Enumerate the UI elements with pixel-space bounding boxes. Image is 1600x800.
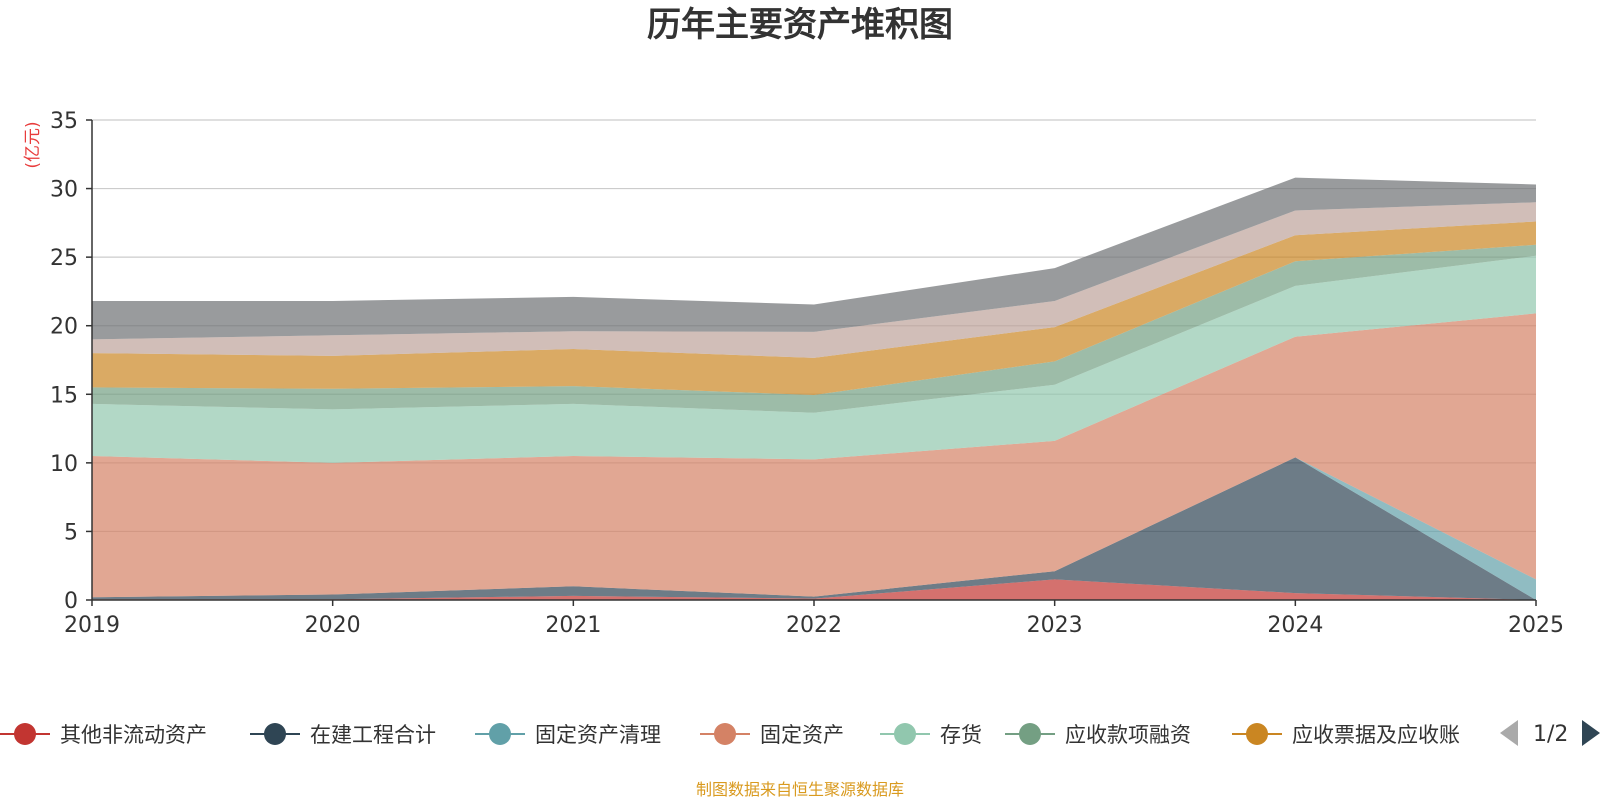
x-tick-label: 2021: [545, 613, 601, 638]
legend-pager: 1/2: [1500, 720, 1600, 747]
y-axis-unit: (亿元): [23, 121, 43, 168]
legend-marker: [1246, 723, 1268, 745]
legend-item[interactable]: 固定资产: [700, 723, 844, 747]
y-tick-label: 25: [50, 246, 78, 271]
legend-marker: [894, 723, 916, 745]
y-tick-label: 15: [50, 383, 78, 408]
y-tick-label: 30: [50, 178, 78, 203]
x-tick-label: 2020: [305, 613, 361, 638]
legend-item[interactable]: 在建工程合计: [250, 723, 436, 747]
y-tick-label: 0: [64, 589, 78, 614]
x-tick-label: 2023: [1027, 613, 1083, 638]
legend-marker: [489, 723, 511, 745]
area-series-8[interactable]: [92, 177, 1536, 340]
area-series-7[interactable]: [92, 202, 1536, 358]
legend-marker: [264, 723, 286, 745]
area-series-6[interactable]: [92, 221, 1536, 396]
x-tick-label: 2022: [786, 613, 842, 638]
legend-marker: [1019, 723, 1041, 745]
legend-label: 固定资产清理: [535, 723, 661, 747]
y-tick-label: 35: [50, 109, 78, 134]
legend-page-indicator: 1/2: [1533, 722, 1568, 747]
triangle-left-icon[interactable]: [1500, 720, 1518, 746]
stacked-areas: [92, 177, 1536, 600]
legend-label: 存货: [940, 723, 982, 747]
legend-item[interactable]: 应收票据及应收账: [1232, 723, 1460, 747]
y-tick-label: 5: [64, 520, 78, 545]
legend-label: 应收票据及应收账: [1292, 723, 1460, 747]
triangle-right-icon[interactable]: [1582, 720, 1600, 746]
legend-marker: [14, 723, 36, 745]
x-tick-label: 2024: [1267, 613, 1323, 638]
legend-item[interactable]: 其他非流动资产: [0, 723, 207, 747]
y-tick-label: 20: [50, 315, 78, 340]
legend-label: 其他非流动资产: [60, 723, 207, 747]
legend-marker: [714, 723, 736, 745]
chart-title: 历年主要资产堆积图: [647, 5, 953, 45]
legend-label: 应收款项融资: [1065, 723, 1191, 747]
x-tick-label: 2025: [1508, 613, 1564, 638]
area-series-5[interactable]: [92, 244, 1536, 413]
area-series-3[interactable]: [92, 313, 1536, 598]
legend: 其他非流动资产 在建工程合计 固定资产清理 固定资产 存货 应收款项融资 应收票据及应收账: [0, 723, 1460, 747]
legend-item[interactable]: 存货: [880, 723, 982, 747]
data-source-note: 制图数据来自恒生聚源数据库: [696, 780, 904, 799]
legend-label: 在建工程合计: [310, 723, 436, 747]
legend-label: 固定资产: [760, 723, 844, 747]
y-tick-label: 10: [50, 452, 78, 477]
legend-item[interactable]: 应收款项融资: [1005, 723, 1191, 747]
legend-item[interactable]: 固定资产清理: [475, 723, 661, 747]
area-series-1[interactable]: [92, 457, 1536, 600]
x-tick-label: 2019: [64, 613, 120, 638]
area-series-0[interactable]: [92, 579, 1536, 600]
area-series-4[interactable]: [92, 255, 1536, 463]
